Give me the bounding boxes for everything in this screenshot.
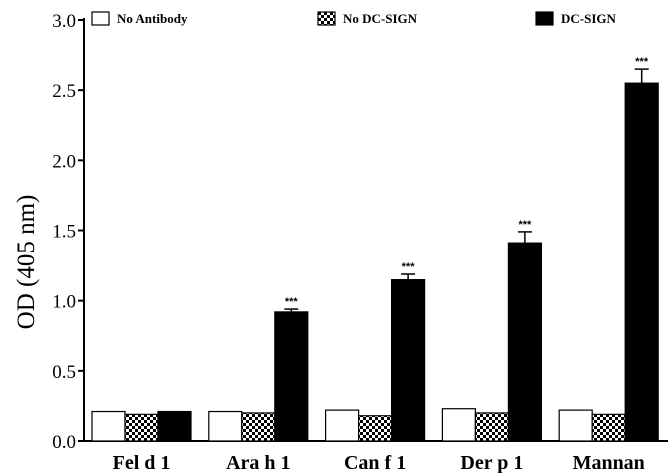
significance-label: *** — [402, 261, 416, 273]
bar-no-dc-sign-3 — [358, 415, 393, 442]
legend-swatch — [91, 11, 110, 26]
significance-label: *** — [518, 219, 532, 231]
labels: Fel d 1 *** Ara h 1 *** Can f 1 *** Der p 1 ***… — [113, 56, 649, 473]
legend-swatch — [535, 11, 554, 26]
bars — [91, 68, 659, 442]
x-tick-label: Ara h 1 — [226, 452, 290, 473]
bar-dc-sign-4 — [507, 242, 542, 442]
axes: 0.0 0.5 1.0 1.5 2.0 2.5 3.0 — [52, 11, 668, 453]
y-tick-label: 2.5 — [52, 81, 76, 102]
y-tick-label: 2.0 — [52, 151, 76, 172]
bar-no-antibody-4 — [441, 408, 476, 442]
significance-label: *** — [635, 56, 649, 68]
y-tick-label: 1.5 — [52, 222, 76, 243]
bar-no-dc-sign-1 — [124, 413, 159, 442]
bar-dc-sign-3 — [391, 279, 426, 442]
significance-label: *** — [285, 296, 299, 308]
legend-swatch — [317, 11, 336, 26]
bar-no-dc-sign-5 — [591, 413, 626, 442]
bar-dc-sign-1 — [157, 410, 192, 442]
legend-label: No Antibody — [117, 11, 188, 26]
y-tick-label: 0.0 — [52, 432, 76, 453]
x-tick-label: Can f 1 — [344, 452, 406, 473]
legend-label: DC-SIGN — [561, 11, 617, 26]
legend-label: No DC-SIGN — [343, 11, 418, 26]
bar-dc-sign-5 — [624, 82, 659, 442]
bar-no-dc-sign-4 — [474, 412, 509, 442]
bar-no-antibody-2 — [208, 410, 243, 442]
legend: No Antibody No DC-SIGN DC-SIGN — [91, 11, 617, 26]
bar-dc-sign-2 — [274, 311, 309, 442]
bar-no-dc-sign-2 — [241, 412, 276, 442]
x-tick-label: Mannan — [573, 452, 645, 473]
bar-no-antibody-5 — [558, 409, 593, 442]
x-tick-label: Fel d 1 — [113, 452, 171, 473]
bar-no-antibody-1 — [91, 410, 126, 442]
x-tick-label: Der p 1 — [460, 452, 523, 473]
y-tick-label: 0.5 — [52, 362, 76, 383]
bar-no-antibody-3 — [325, 409, 360, 442]
y-tick-label: 1.0 — [52, 292, 76, 313]
y-tick-label: 3.0 — [52, 11, 76, 32]
y-axis-title: OD (405 nm) — [13, 195, 40, 330]
